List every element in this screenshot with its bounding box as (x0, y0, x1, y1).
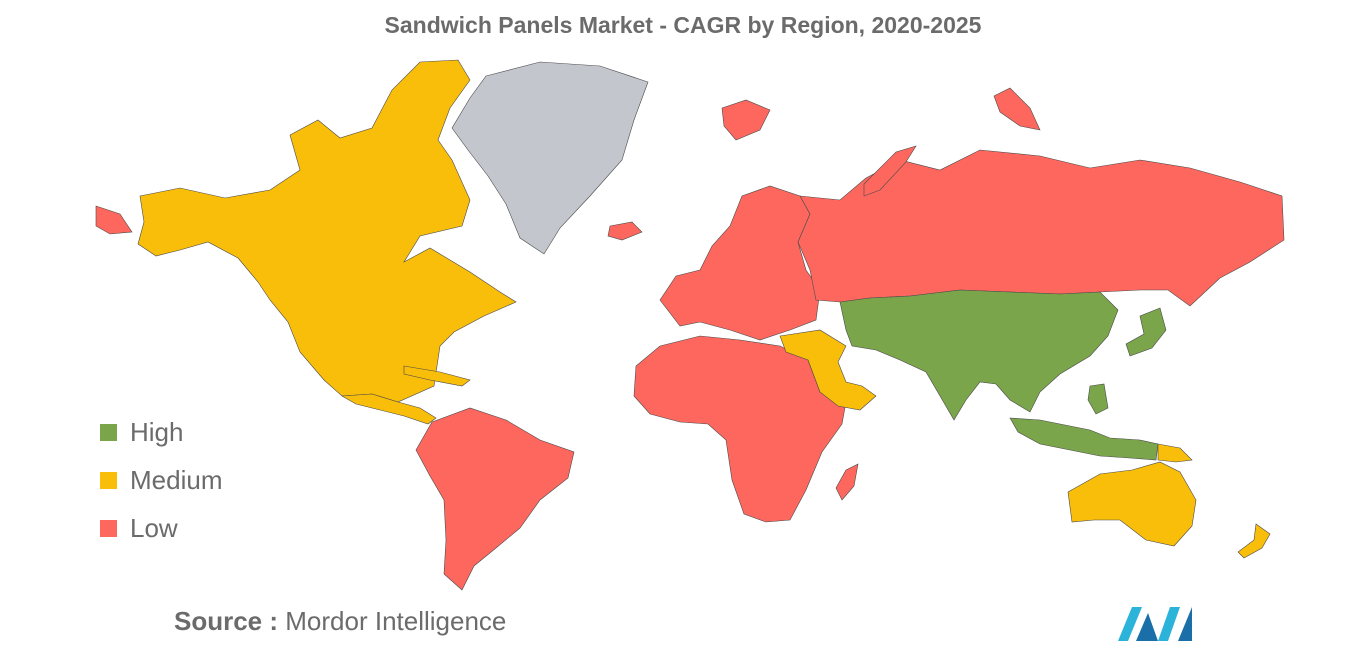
legend: High Medium Low (100, 408, 222, 552)
region-new-zealand (1237, 523, 1271, 559)
legend-item-low: Low (100, 504, 222, 552)
legend-label-high: High (130, 416, 184, 447)
region-madagascar (835, 463, 859, 501)
legend-swatch-low (100, 519, 117, 537)
region-russia (797, 149, 1285, 307)
source-prefix: Source : (174, 606, 279, 636)
region-southeast-asia (1009, 417, 1159, 461)
legend-label-low: Low (130, 512, 178, 543)
legend-item-high: High (100, 408, 222, 456)
region-north-america (137, 59, 517, 403)
source-text: Mordor Intelligence (285, 606, 507, 636)
region-south-america (415, 407, 575, 591)
source-note: Source : Mordor Intelligence (174, 606, 506, 637)
chart-title: Sandwich Panels Market - CAGR by Region,… (384, 12, 982, 38)
region-philippines (1087, 383, 1109, 415)
legend-swatch-medium (100, 471, 117, 489)
region-europe (659, 185, 821, 341)
region-alaska-tip (95, 205, 133, 235)
region-novaya-zemlya (863, 145, 917, 197)
region-japan (1125, 307, 1167, 357)
region-greenland (451, 61, 649, 255)
region-australia (1067, 461, 1197, 547)
region-papua-new-guinea (1157, 443, 1193, 463)
mordor-logo (1118, 607, 1192, 641)
legend-label-medium: Medium (130, 464, 223, 495)
region-svalbard (721, 99, 771, 141)
region-middle-east (779, 329, 877, 411)
legend-swatch-high (100, 423, 117, 441)
region-central-america (340, 393, 437, 425)
region-north-islands (993, 87, 1041, 131)
region-caribbean (403, 365, 471, 387)
region-asia (839, 289, 1119, 421)
legend-item-medium: Medium (100, 456, 222, 504)
region-iceland (607, 221, 643, 241)
